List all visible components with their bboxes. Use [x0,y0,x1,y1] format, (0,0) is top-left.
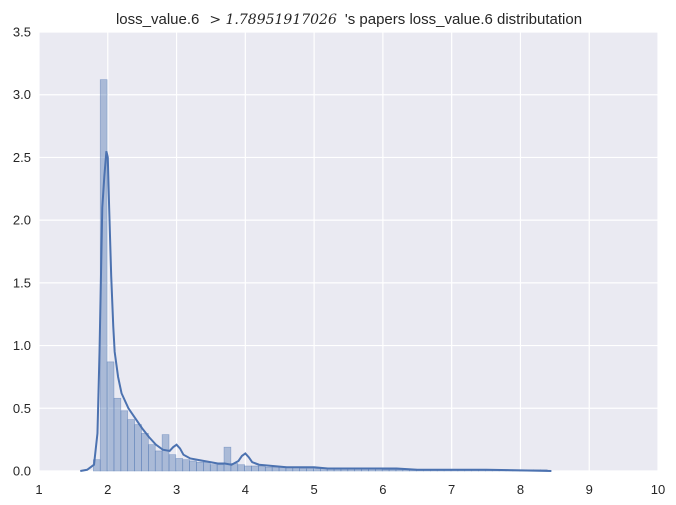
histogram-bar [141,433,149,472]
y-tick-label: 1.5 [13,275,31,290]
y-tick-label: 0.0 [13,464,31,479]
histogram-bar [244,465,252,472]
x-tick-label: 3 [173,482,180,497]
x-tick-label: 10 [651,482,665,497]
histogram-bar [299,468,307,472]
histogram-bar [168,454,177,472]
histogram-bar [381,469,390,472]
histogram-bar [306,468,314,472]
histogram-bar [189,460,197,472]
x-tick-label: 5 [310,482,317,497]
histogram-bar [216,464,225,472]
x-axis-ticks: 1 2 3 4 5 6 7 8 9 10 [35,482,665,497]
kde-line [80,150,552,472]
title-prefix: loss_value.6 [116,11,199,28]
chart-title: loss_value.6 > 1.78951917026 's papers l… [116,11,582,28]
plot-background [39,32,658,471]
x-tick-label: 7 [448,482,455,497]
histogram-bar [313,468,321,472]
y-tick-label: 1.0 [13,338,31,353]
histogram-bar [113,397,122,472]
histogram-bar [388,469,397,472]
x-tick-label: 6 [379,482,386,497]
y-tick-label: 0.5 [13,401,31,416]
histogram-bar [127,419,135,472]
histogram-bar [196,461,204,472]
title-math: > 1.78951917026 [209,12,337,28]
histogram-bar [223,446,232,472]
y-tick-label: 3.5 [13,25,31,40]
histogram-bar [271,466,280,472]
x-tick-label: 9 [586,482,593,497]
histogram-bar [175,458,184,472]
y-tick-label: 2.5 [13,150,31,165]
title-suffix: 's papers loss_value.6 distributation [345,11,582,28]
y-tick-label: 2.0 [13,213,31,228]
histogram-bar [264,466,273,472]
histogram-bar [209,464,218,472]
histogram-bar [395,469,404,472]
histogram-bar [120,410,129,472]
x-tick-label: 2 [104,482,111,497]
histogram-bar [106,361,115,472]
histogram-bar [161,434,170,472]
x-tick-label: 4 [242,482,249,497]
histogram-bar [154,450,163,472]
x-tick-label: 1 [35,482,42,497]
histogram-bar [148,444,156,472]
x-tick-label: 8 [517,482,524,497]
histogram-bar [182,459,190,472]
y-tick-label: 3.0 [13,87,31,102]
y-axis-ticks: 0.0 0.5 1.0 1.5 2.0 2.5 3.0 3.5 [13,25,31,479]
histogram-bar [258,465,266,472]
histogram-bar [237,464,245,472]
histogram-bar [251,465,259,472]
histogram-bar [203,461,211,472]
histogram-bar [134,424,142,472]
